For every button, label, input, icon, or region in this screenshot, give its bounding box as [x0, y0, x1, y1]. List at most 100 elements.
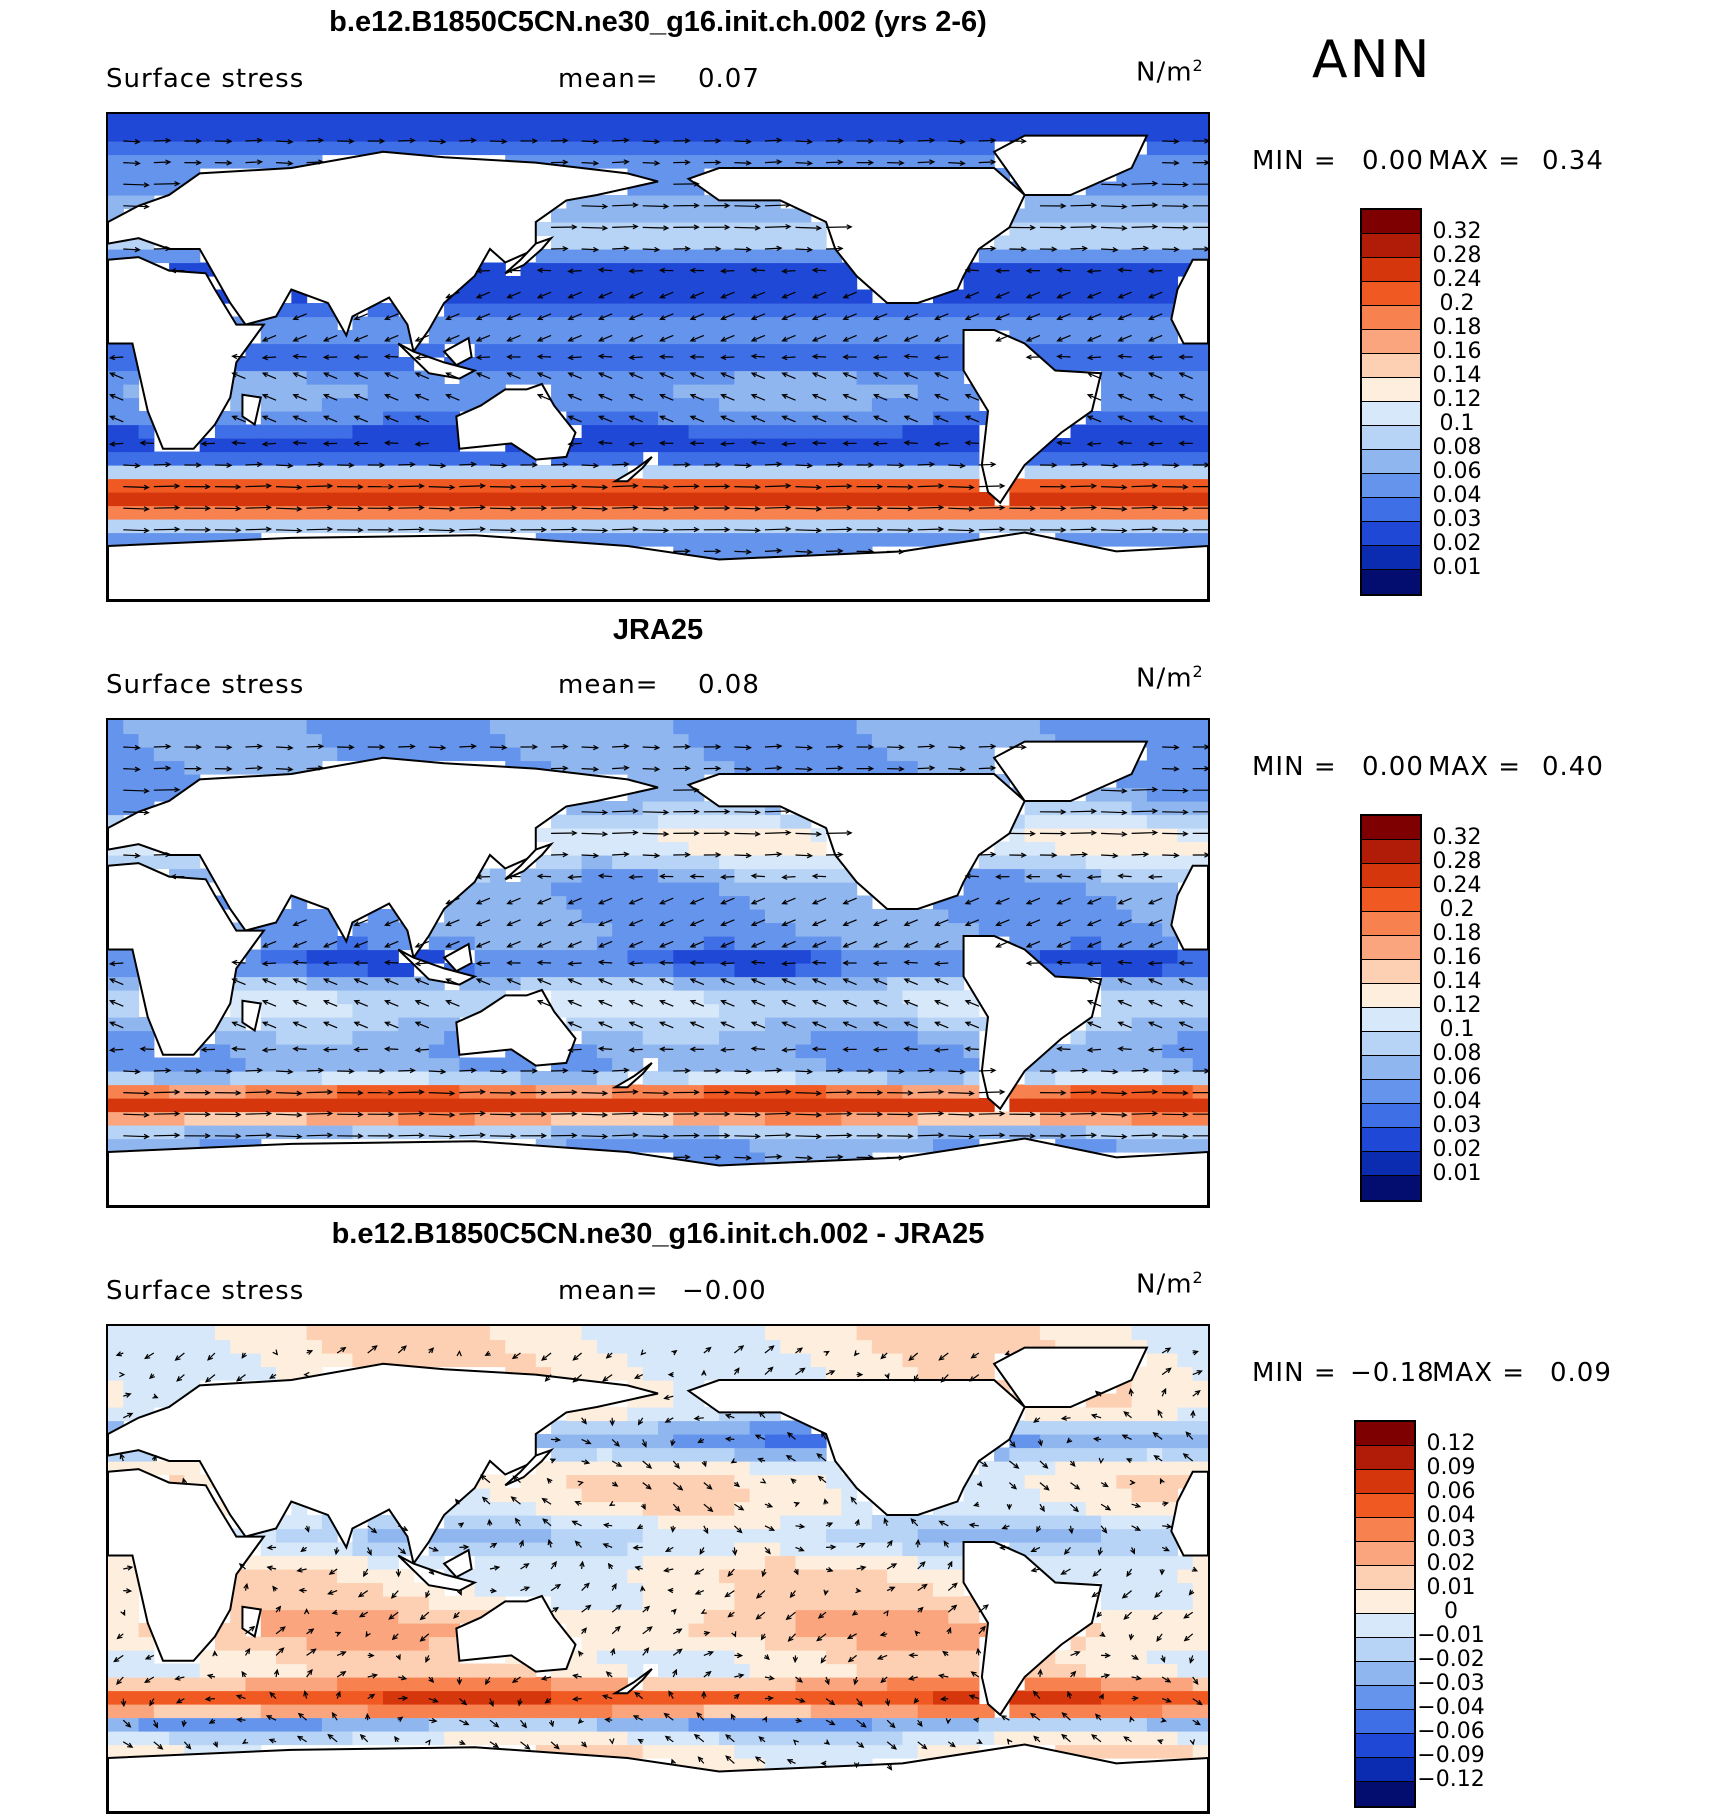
colorbar-tick-label: 0.12	[1426, 1431, 1476, 1456]
colorbar-swatch	[1356, 1494, 1414, 1518]
min-value: 0.00	[1362, 752, 1424, 782]
colorbar-swatch	[1356, 1518, 1414, 1542]
colorbar-swatch	[1362, 402, 1420, 426]
colorbar-swatch	[1362, 1056, 1420, 1080]
colorbar-swatch	[1362, 426, 1420, 450]
colorbar-tick-label: −0.02	[1417, 1647, 1485, 1672]
colorbar-swatch	[1356, 1470, 1414, 1494]
colorbar-swatch	[1356, 1614, 1414, 1638]
colorbar-tick-label: 0.16	[1432, 945, 1482, 970]
mean-label: mean=	[558, 64, 659, 94]
coastlines	[108, 134, 1208, 600]
colorbar-swatch	[1362, 1152, 1420, 1176]
panel-title: b.e12.B1850C5CN.ne30_g16.init.ch.002 - J…	[331, 1218, 985, 1250]
map-field-obs	[108, 720, 1208, 1206]
stress-vectors	[113, 1345, 1203, 1771]
variable-label: Surface stress	[106, 670, 305, 700]
colorbar-swatch	[1362, 306, 1420, 330]
colorbar-tick-label: 0.02	[1426, 1551, 1476, 1576]
colorbar-tick-label: 0.12	[1432, 993, 1482, 1018]
min-value: 0.00	[1362, 146, 1424, 176]
colorbar-swatch	[1362, 936, 1420, 960]
colorbar-tick-label: 0.04	[1432, 483, 1482, 508]
colorbar-swatch	[1362, 1080, 1420, 1104]
colorbar-tick-label: 0.08	[1432, 435, 1482, 460]
colorbar-tick-label: 0.1	[1439, 1017, 1475, 1042]
colorbar-swatch	[1356, 1542, 1414, 1566]
stress-vectors	[108, 743, 1208, 1161]
colorbar-swatch	[1356, 1782, 1414, 1806]
colorbar-tick-label: 0.1	[1439, 411, 1475, 436]
colorbar-tick-label: 0.14	[1432, 969, 1482, 994]
colorbar-tick-label: 0.28	[1432, 849, 1482, 874]
colorbar-swatch	[1362, 864, 1420, 888]
colorbar-tick-label: 0.03	[1432, 507, 1482, 532]
colorbar-tick-label: 0.06	[1432, 459, 1482, 484]
colorbar-tick-label: 0.14	[1432, 363, 1482, 388]
colorbar-tick-label: 0.24	[1432, 267, 1482, 292]
colorbar-swatch	[1356, 1638, 1414, 1662]
units-label: N/m2	[1136, 56, 1204, 88]
panel-title: JRA25	[612, 614, 704, 646]
colorbar-tick-label: 0.02	[1432, 1137, 1482, 1162]
colorbar-swatch	[1362, 498, 1420, 522]
variable-label: Surface stress	[106, 64, 305, 94]
coastlines	[108, 1346, 1208, 1812]
colorbar-swatch	[1362, 546, 1420, 570]
colorbar-tick-label: −0.01	[1417, 1623, 1485, 1648]
colorbar-tick-label: 0	[1444, 1599, 1458, 1624]
colorbar-swatch	[1362, 1008, 1420, 1032]
colorbar-tick-label: −0.09	[1417, 1743, 1485, 1768]
colorbar-tick-label: 0.06	[1426, 1479, 1476, 1504]
max-label: MAX =	[1428, 146, 1522, 176]
colorbar-swatches	[1360, 814, 1422, 1202]
colorbar-swatches	[1360, 208, 1422, 596]
max-label: MAX =	[1432, 1358, 1526, 1388]
units-label: N/m2	[1136, 662, 1204, 694]
units-label: N/m2	[1136, 1268, 1204, 1300]
colorbar-tick-label: 0.32	[1432, 825, 1482, 850]
colorbar-tick-label: −0.03	[1417, 1671, 1485, 1696]
mean-value: 0.07	[698, 64, 760, 94]
colorbar-tick-label: 0.04	[1426, 1503, 1476, 1528]
colorbar-swatches	[1354, 1420, 1416, 1808]
mean-value: −0.00	[682, 1276, 767, 1306]
variable-label: Surface stress	[106, 1276, 305, 1306]
colorbar-swatch	[1362, 888, 1420, 912]
map-field-model	[108, 114, 1208, 600]
mean-value: 0.08	[698, 670, 760, 700]
colorbar-tick-label: 0.06	[1432, 1065, 1482, 1090]
colorbar-swatch	[1356, 1422, 1414, 1446]
colorbar-swatch	[1362, 258, 1420, 282]
colorbar-swatch	[1362, 330, 1420, 354]
min-label: MIN =	[1252, 1358, 1337, 1388]
colorbar-tick-label: −0.04	[1417, 1695, 1485, 1720]
colorbar-tick-label: 0.28	[1432, 243, 1482, 268]
colorbar-swatch	[1362, 840, 1420, 864]
colorbar-swatch	[1362, 960, 1420, 984]
colorbar-tick-label: 0.03	[1426, 1527, 1476, 1552]
panel-title: b.e12.B1850C5CN.ne30_g16.init.ch.002 (yr…	[329, 6, 987, 38]
colorbar-swatch	[1362, 378, 1420, 402]
colorbar-tick-label: 0.04	[1432, 1089, 1482, 1114]
colorbar-swatch	[1356, 1758, 1414, 1782]
colorbar-swatch	[1362, 816, 1420, 840]
colorbar-tick-label: −0.12	[1417, 1767, 1485, 1792]
colorbar-tick-label: 0.01	[1432, 555, 1482, 580]
stress-vectors	[108, 137, 1208, 555]
season-label: ANN	[1312, 30, 1432, 90]
colorbar-swatch	[1362, 354, 1420, 378]
colorbar-tick-label: 0.24	[1432, 873, 1482, 898]
map-field-diff	[108, 1326, 1208, 1812]
colorbar-swatch	[1362, 450, 1420, 474]
min-value: −0.18	[1350, 1358, 1435, 1388]
map-model	[106, 112, 1210, 602]
colorbar-swatch	[1362, 912, 1420, 936]
colorbar-tick-label: 0.18	[1432, 921, 1482, 946]
colorbar-tick-label: 0.18	[1432, 315, 1482, 340]
colorbar-tick-label: 0.2	[1439, 291, 1475, 316]
colorbar-tick-label: 0.12	[1432, 387, 1482, 412]
colorbar-swatch	[1356, 1590, 1414, 1614]
colorbar-swatch	[1362, 984, 1420, 1008]
colorbar-swatch	[1356, 1734, 1414, 1758]
